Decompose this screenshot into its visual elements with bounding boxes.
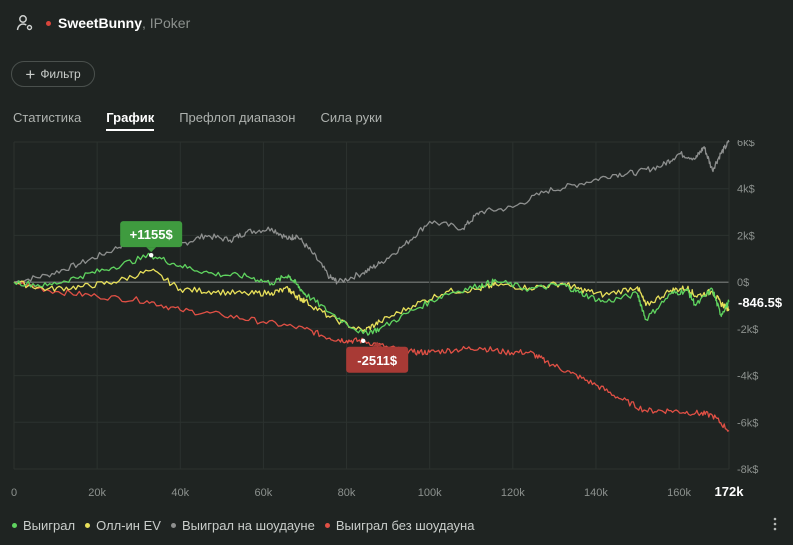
legend-label: Выиграл на шоудауне <box>181 518 315 533</box>
y-tick-label: -2k$ <box>737 324 758 336</box>
tab-graph[interactable]: График <box>106 110 155 131</box>
y-tick-label: -8k$ <box>737 464 758 476</box>
header: SweetBunny , IPoker <box>16 12 190 34</box>
chart-legend: Выиграл Олл-ин EV Выиграл на шоудауне Вы… <box>12 518 484 533</box>
status-dot <box>46 20 51 26</box>
legend-label: Олл-ин EV <box>96 518 161 533</box>
series-line <box>13 268 730 333</box>
legend-dot <box>85 523 91 528</box>
annotation-label: -2511$ <box>357 353 398 368</box>
series-line <box>13 252 730 336</box>
legend-dot <box>324 523 330 528</box>
legend-label: Выиграл без шоудауна <box>335 518 475 533</box>
legend-item-non-showdown[interactable]: Выиграл без шоудауна <box>324 518 475 533</box>
user-settings-icon[interactable] <box>16 14 34 32</box>
x-tick-label: 160k <box>667 487 691 499</box>
x-tick-label: 80k <box>338 487 356 499</box>
annotation-box <box>120 221 183 248</box>
x-tick-label: 40k <box>171 487 189 499</box>
filter-label: Фильтр <box>40 67 81 81</box>
y-tick-label: 4k$ <box>737 184 755 196</box>
y-tick-label: 6k$ <box>737 140 755 149</box>
y-tick-label: 0$ <box>737 277 749 289</box>
legend-label: Выиграл <box>23 518 76 533</box>
series-line <box>13 281 730 432</box>
player-name[interactable]: SweetBunny <box>58 15 143 31</box>
annotation-box <box>346 346 409 373</box>
filter-button[interactable]: + Фильтр <box>11 61 95 87</box>
y-tick-label: -6k$ <box>737 417 758 429</box>
tab-statistics[interactable]: Статистика <box>13 110 82 125</box>
winnings-chart: 6k$ 4k$ 2k$ 0$ -2k$ -4k$ -6k$ -8k$ 0 20k 40k 60k 80k… <box>11 140 783 499</box>
x-tick-label: 140k <box>584 487 608 499</box>
annotation-point <box>360 338 366 343</box>
tab-preflop-range[interactable]: Префлоп диапазон <box>179 110 296 125</box>
x-tick-label: 60k <box>255 487 273 499</box>
x-tick-label: 0 <box>11 487 17 499</box>
annotation-label: +1155$ <box>130 227 174 242</box>
x-end-label: 172k <box>715 484 745 499</box>
legend-item-won[interactable]: Выиграл <box>12 518 75 533</box>
y-tick-label: -4k$ <box>737 371 758 383</box>
legend-dot <box>170 523 176 528</box>
legend-dot <box>12 523 17 528</box>
plus-icon: + <box>25 64 36 84</box>
annotation-pointer <box>372 341 383 347</box>
more-menu-icon[interactable] <box>770 516 780 532</box>
y-tick-label: 2k$ <box>737 230 755 242</box>
room-name: , IPoker <box>142 15 191 31</box>
end-value-label: -846.5$ <box>738 295 783 310</box>
legend-item-allin-ev[interactable]: Олл-ин EV <box>85 518 161 533</box>
tab-hand-strength[interactable]: Сила руки <box>320 110 383 125</box>
series-line <box>13 140 730 285</box>
x-tick-label: 120k <box>501 487 525 499</box>
annotation-point <box>148 252 154 258</box>
legend-item-showdown[interactable]: Выиграл на шоудауне <box>170 518 315 533</box>
tab-bar: Статистика График Префлоп диапазон Сила … <box>13 110 407 131</box>
x-tick-label: 100k <box>418 487 442 499</box>
x-tick-label: 20k <box>88 487 106 499</box>
annotation-pointer <box>146 247 157 253</box>
